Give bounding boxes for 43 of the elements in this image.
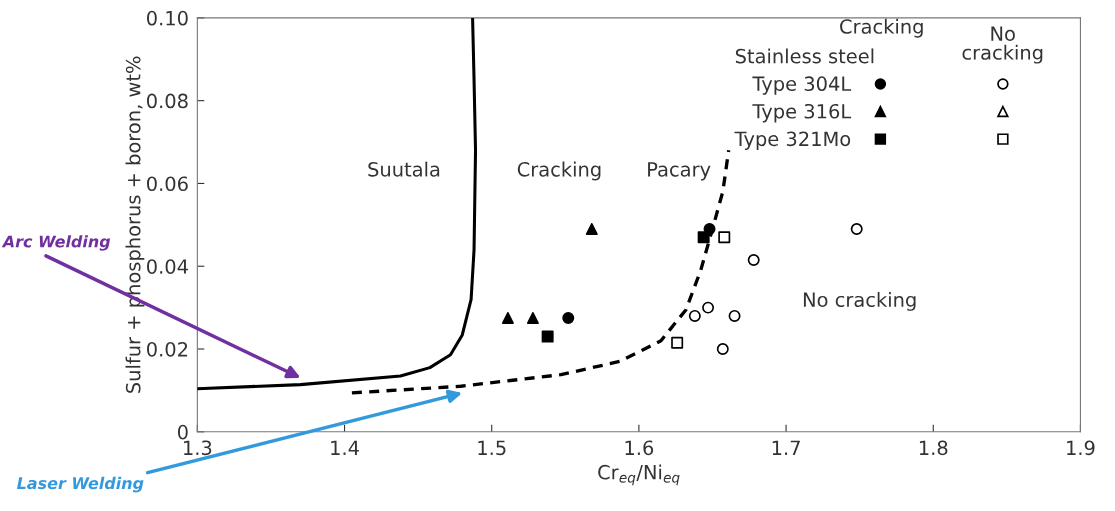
x-tick-label: 1.8 (919, 440, 948, 456)
text: Arc Welding (1, 235, 111, 251)
point (526, 311, 539, 324)
y-tick-label: 0.02 (147, 341, 188, 357)
x-tick-label: 1.7 (772, 440, 800, 455)
y-tick-label: 0.08 (147, 93, 188, 109)
point (850, 222, 863, 235)
y-axis-title: Sulfur + phosphorus + boron, wt% (125, 56, 145, 393)
point (747, 254, 760, 267)
x-axis-title: Cr$_{eq}$/Ni$_{eq}$ (598, 464, 680, 486)
line-series (350, 148, 731, 395)
y-tick-label: 0.10 (147, 10, 188, 26)
x-tick-label: 1.3 (184, 440, 212, 456)
annotation: No cracking (803, 292, 916, 311)
x-tick-label: 1.5 (478, 440, 506, 456)
point (718, 231, 731, 244)
legend-label: Type 321Mo (734, 131, 851, 150)
annotation: No cracking (962, 26, 1043, 64)
y-tick-label: 0.06 (147, 176, 188, 192)
y-tick-label: 0 (177, 424, 188, 440)
legend-label: Type 316L (752, 103, 852, 123)
y-tick-label: 0.04 (147, 259, 188, 274)
legend-label: Type 304L (752, 76, 852, 95)
point (688, 309, 701, 322)
point (541, 330, 554, 343)
x-tick-label: 1.6 (625, 440, 654, 456)
annotation: Pacary (648, 162, 711, 181)
annotation: Cracking (517, 161, 601, 181)
text: Laser Welding (17, 476, 144, 493)
point (562, 311, 575, 324)
annotation: Suutala (368, 161, 440, 177)
point (716, 343, 729, 355)
point (501, 311, 514, 324)
legend-title: Stainless steel (735, 48, 874, 64)
point (585, 222, 598, 235)
point (697, 231, 710, 244)
point (702, 301, 715, 314)
line-series (197, 17, 478, 391)
x-tick-label: 1.4 (331, 440, 359, 455)
x-tick-label: 1.9 (1067, 440, 1095, 456)
point (728, 309, 741, 322)
point (671, 336, 684, 349)
annotation: Cracking (840, 18, 923, 38)
